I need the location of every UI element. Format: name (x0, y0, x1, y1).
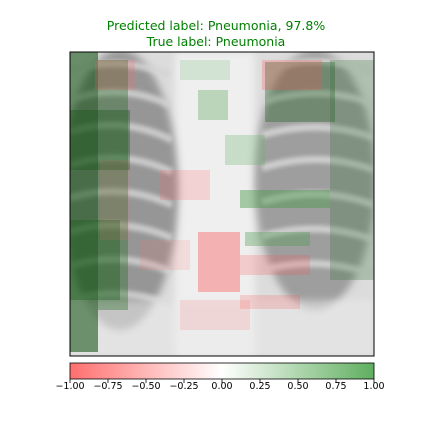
attribution-positive-regions (70, 52, 374, 352)
title-predicted-label: Predicted label: Pneumonia, 97.8% (106, 18, 326, 33)
colorbar-ticks (69, 379, 375, 383)
image-frame (69, 51, 375, 357)
colorbar (69, 362, 375, 383)
colorbar-gradient (70, 363, 374, 379)
colorbar-tick-label: 0.25 (249, 381, 271, 392)
colorbar-tick-label: 0.00 (211, 381, 233, 392)
colorbar-tick-label: 1.00 (363, 381, 385, 392)
colorbar-tick-label: 0.50 (287, 381, 309, 392)
title-true-label: True label: Pneumonia (146, 34, 286, 49)
colorbar-tick-label: −0.50 (131, 381, 161, 392)
xray-image (70, 52, 374, 356)
colorbar-tick-label: −0.25 (169, 381, 199, 392)
colorbar-tick-label: −1.00 (55, 381, 85, 392)
colorbar-tick-label: −0.75 (93, 381, 123, 392)
colorbar-tick-label: 0.75 (325, 381, 347, 392)
attribution-negative-regions (95, 60, 322, 330)
